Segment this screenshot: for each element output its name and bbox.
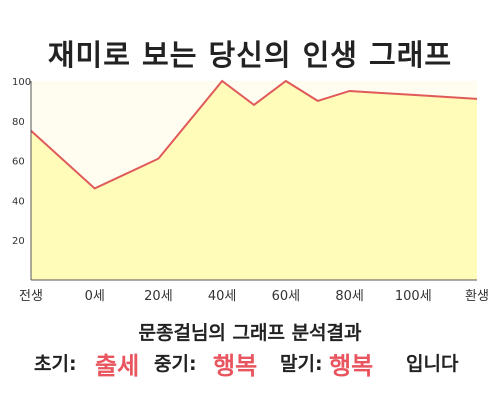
late-value: 행복 xyxy=(329,352,374,380)
early-value: 출세 xyxy=(95,352,140,380)
x-tick-label: 전생 xyxy=(19,289,43,304)
y-tick-label: 40 xyxy=(12,196,25,207)
x-tick-label: 20세 xyxy=(144,289,173,304)
late-label: 말기: xyxy=(280,353,323,375)
early-label: 초기: xyxy=(34,353,77,375)
life-area-fill xyxy=(31,81,477,280)
mid-label: 중기: xyxy=(154,353,197,375)
analysis-title: 문종걸님의 그래프 분석결과 xyxy=(138,322,362,344)
y-tick-label: 20 xyxy=(12,236,25,247)
y-tick-label: 80 xyxy=(12,117,25,128)
x-tick-label: 0세 xyxy=(85,289,105,304)
life-line-series xyxy=(30,79,478,190)
x-tick-label: 40세 xyxy=(208,289,237,304)
ending-text: 입니다 xyxy=(406,353,459,375)
x-tick-label: 60세 xyxy=(272,289,301,304)
x-tick-label: 환생 xyxy=(465,289,489,304)
y-tick-label: 100 xyxy=(12,77,31,88)
chart-title: 재미로 보는 당신의 인생 그래프 xyxy=(47,38,453,72)
mid-value: 행복 xyxy=(213,352,258,380)
y-tick-label: 60 xyxy=(12,157,25,168)
x-tick-label: 100세 xyxy=(395,289,432,304)
life-graph-chart: 20 40 60 80 100 전생 0세 20세 40세 60세 80세 100세 환생 xyxy=(12,77,489,304)
x-tick-label: 80세 xyxy=(335,289,364,304)
